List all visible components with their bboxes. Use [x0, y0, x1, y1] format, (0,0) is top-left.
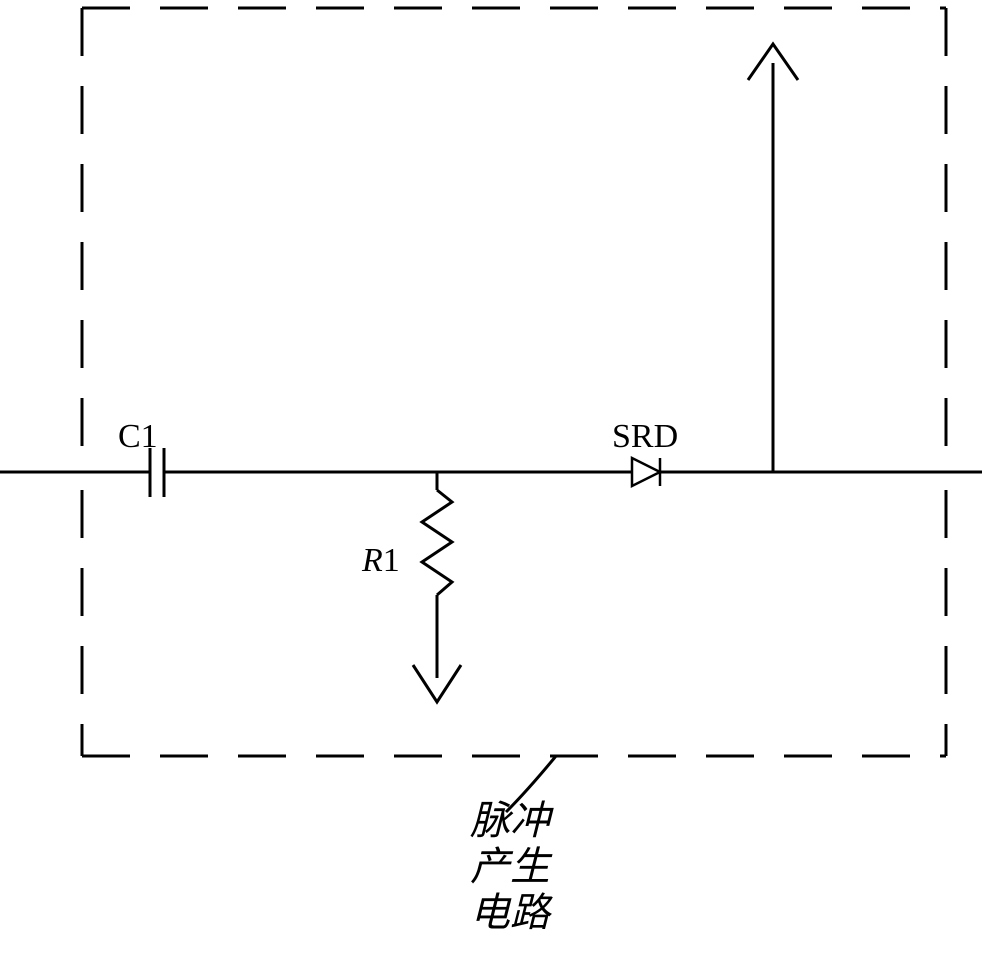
output-branch-up	[748, 44, 798, 472]
label-c1: C1	[118, 418, 158, 456]
dashed-box	[82, 8, 946, 756]
srd-diode	[632, 458, 660, 486]
label-r1-num: 1	[383, 542, 400, 579]
label-r1-letter: R	[362, 542, 383, 579]
label-r1: R1	[362, 542, 400, 580]
resistor-branch	[413, 472, 461, 702]
caption-line1: 脉冲	[460, 798, 560, 844]
caption-line3: 电路	[460, 890, 560, 936]
label-srd: SRD	[612, 418, 678, 456]
resistor-r1	[422, 490, 452, 595]
caption: 脉冲 产生 电路	[460, 798, 560, 936]
caption-line2: 产生	[460, 844, 560, 890]
